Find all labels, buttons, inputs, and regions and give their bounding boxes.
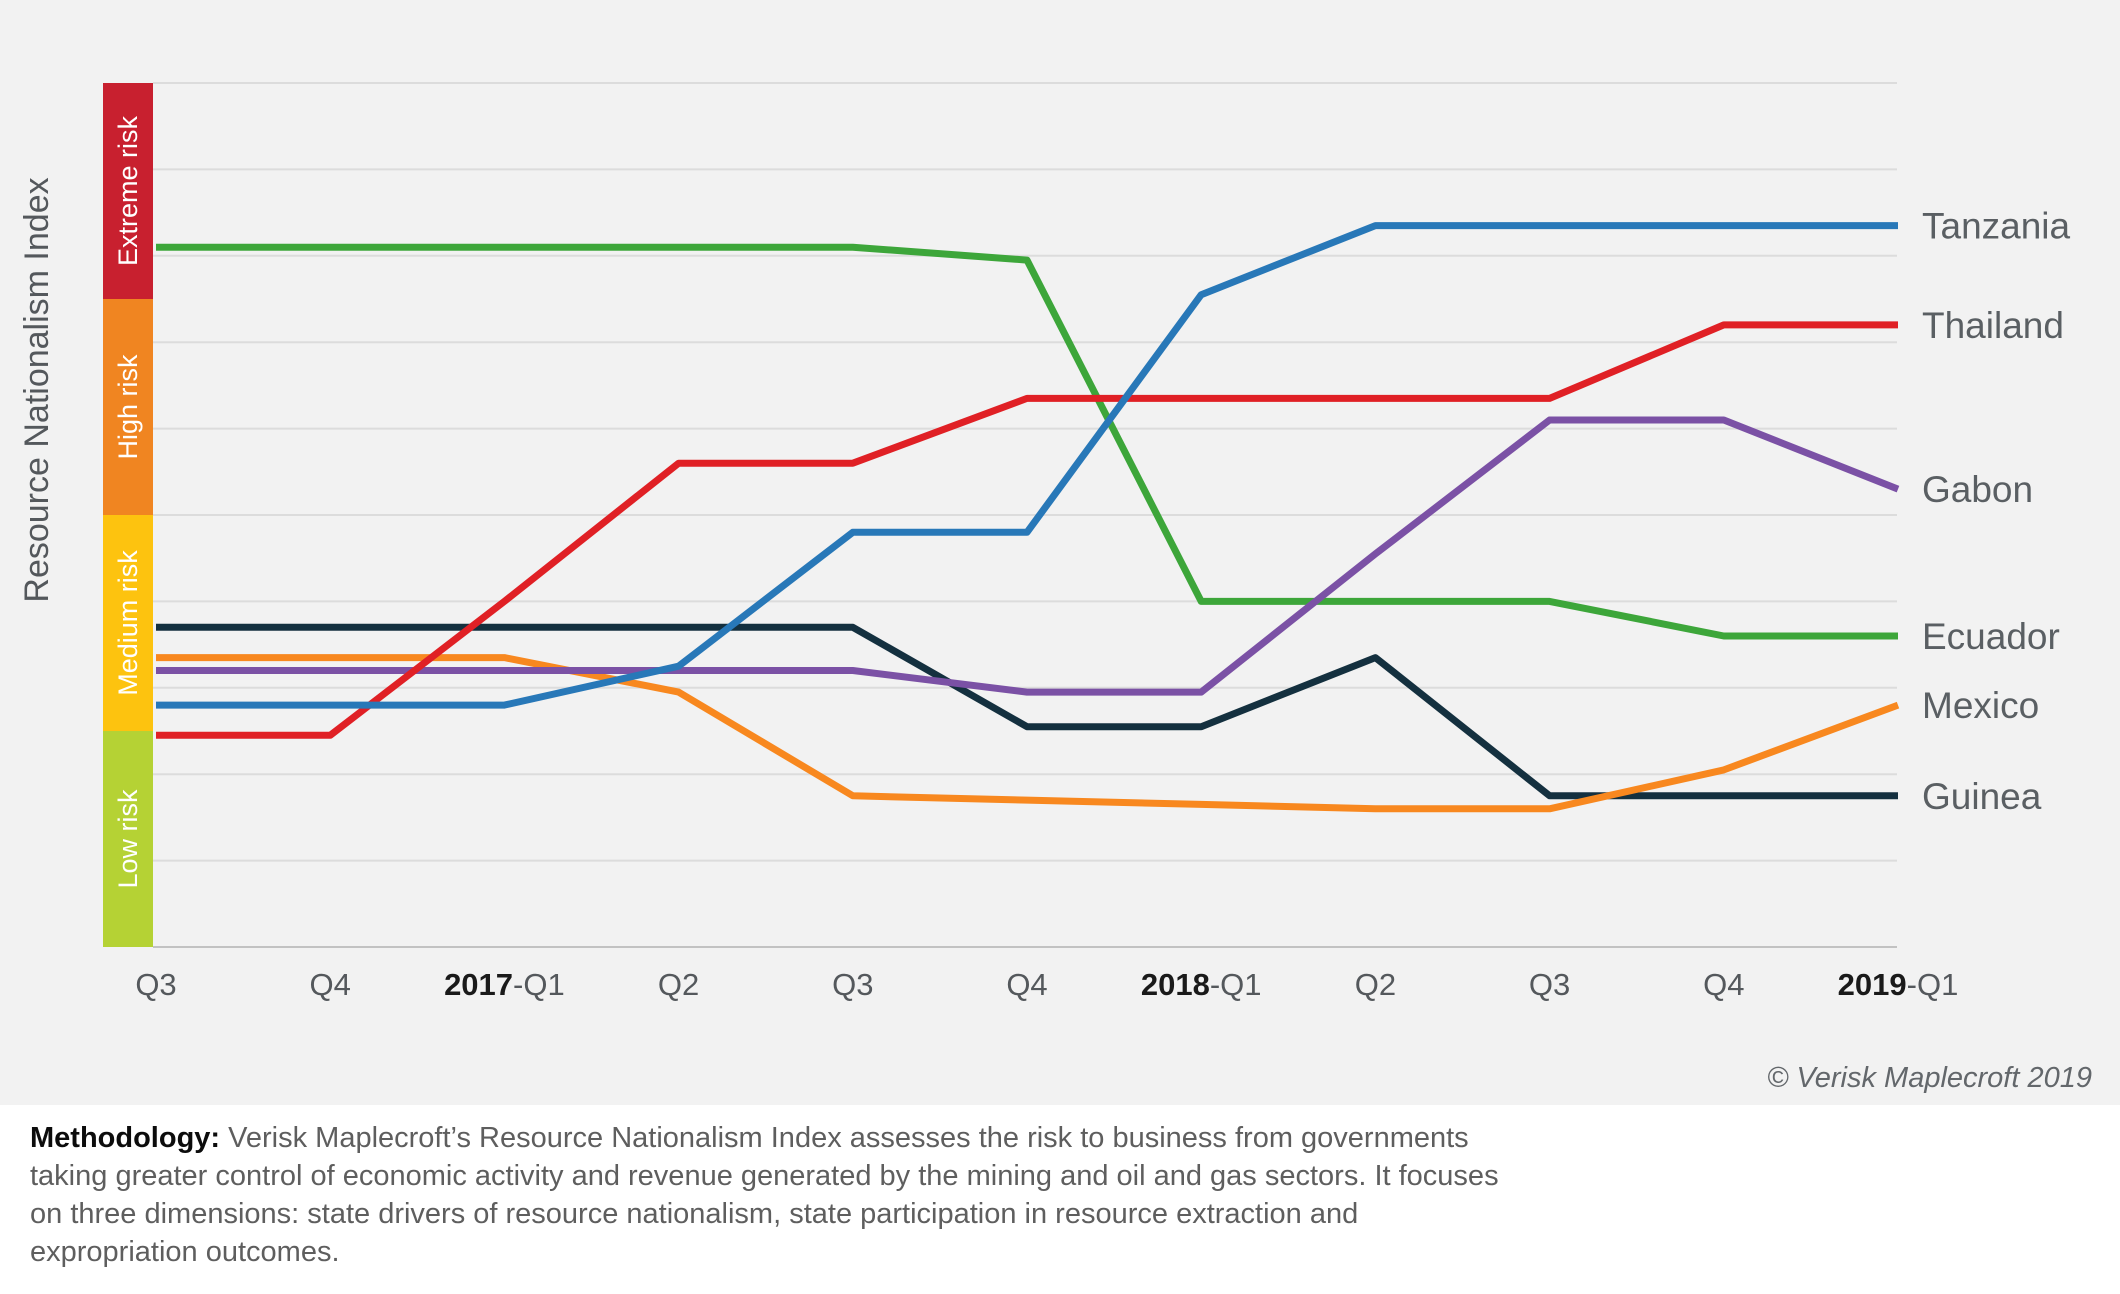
- y-axis-title: Resource Nationalism Index: [18, 177, 56, 602]
- x-tick-label: Q4: [1006, 967, 1047, 1002]
- line-chart: Extreme risk High risk Medium risk Low risk…: [18, 82, 2071, 1002]
- x-tick-label: Q4: [310, 967, 351, 1002]
- series-line-guinea: [156, 623, 1898, 800]
- methodology-body: Verisk Maplecroft’s Resource Nationalism…: [30, 1122, 1499, 1268]
- x-tick-label: Q3: [1529, 967, 1570, 1002]
- series-line-ecuador: [156, 243, 1898, 640]
- methodology-label: Methodology:: [30, 1122, 221, 1154]
- risk-band-extreme-risk: [103, 83, 153, 299]
- series-label-ecuador: Ecuador: [1922, 616, 2060, 657]
- x-tick-label: Q2: [1355, 967, 1396, 1002]
- methodology-note: Methodology: Verisk Maplecroft’s Resourc…: [30, 1119, 1530, 1271]
- x-tick-label: Q3: [135, 967, 176, 1002]
- series-line-mexico: [156, 654, 1900, 813]
- risk-band-label-low-risk: Low risk: [113, 789, 143, 889]
- risk-band-label-high-risk: High risk: [113, 354, 143, 460]
- chart-area: Extreme risk High risk Medium risk Low risk…: [0, 0, 2120, 1105]
- series-label-tanzania: Tanzania: [1922, 206, 2071, 247]
- series-line-gabon: [156, 416, 1900, 696]
- copyright-text: © Verisk Maplecroft 2019: [1767, 1062, 2092, 1094]
- series-line-thailand: [156, 321, 1898, 739]
- series-line-tanzania: [156, 222, 1898, 709]
- risk-band-label-medium-risk: Medium risk: [113, 550, 143, 696]
- x-tick-label: 2018-Q1: [1141, 967, 1262, 1002]
- x-tick-label: 2019-Q1: [1838, 967, 1959, 1002]
- series-label-gabon: Gabon: [1922, 469, 2033, 510]
- series-label-thailand: Thailand: [1922, 305, 2064, 346]
- risk-band-low-risk: [103, 731, 153, 947]
- x-tick-label: Q2: [658, 967, 699, 1002]
- x-tick-label: Q4: [1703, 967, 1744, 1002]
- risk-band-medium-risk: [103, 515, 153, 731]
- risk-band-label-extreme-risk: Extreme risk: [113, 115, 143, 266]
- risk-band-high-risk: [103, 299, 153, 515]
- series-label-guinea: Guinea: [1922, 776, 2042, 817]
- x-tick-label: Q3: [832, 967, 873, 1002]
- series-label-mexico: Mexico: [1922, 685, 2039, 726]
- x-tick-label: 2017-Q1: [444, 967, 565, 1002]
